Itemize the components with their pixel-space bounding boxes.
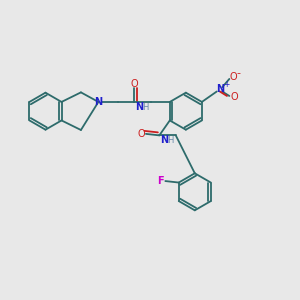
Text: F: F <box>158 176 164 186</box>
Text: H: H <box>142 103 148 112</box>
Text: N: N <box>160 135 169 146</box>
Text: H: H <box>167 136 174 145</box>
Text: +: + <box>223 80 230 89</box>
Text: O: O <box>230 92 238 102</box>
Text: N: N <box>94 97 103 107</box>
Text: N: N <box>136 102 144 112</box>
Text: N: N <box>217 84 225 94</box>
Text: O: O <box>230 72 237 82</box>
Text: O: O <box>137 129 145 139</box>
Text: -: - <box>236 69 240 79</box>
Text: O: O <box>130 79 138 89</box>
